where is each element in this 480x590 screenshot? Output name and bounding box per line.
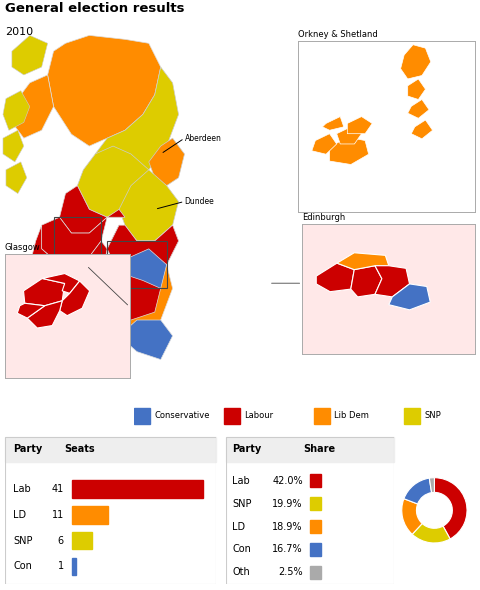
Polygon shape <box>323 117 344 130</box>
Bar <box>5 437 216 461</box>
Polygon shape <box>95 67 179 186</box>
Text: 2010: 2010 <box>5 27 33 37</box>
Polygon shape <box>12 75 54 138</box>
Polygon shape <box>408 100 429 118</box>
Bar <box>310 543 321 556</box>
Polygon shape <box>77 320 119 359</box>
Polygon shape <box>330 137 369 165</box>
Text: Lib Dem: Lib Dem <box>334 411 369 421</box>
Polygon shape <box>48 35 161 146</box>
Wedge shape <box>412 523 450 543</box>
Text: Lab: Lab <box>13 484 31 494</box>
Bar <box>107 241 167 289</box>
Polygon shape <box>401 45 431 79</box>
Polygon shape <box>84 265 173 336</box>
Polygon shape <box>312 134 336 154</box>
Text: LD: LD <box>232 522 245 532</box>
Polygon shape <box>30 225 107 312</box>
Polygon shape <box>119 249 167 296</box>
Polygon shape <box>337 253 389 270</box>
Polygon shape <box>42 217 107 265</box>
Text: Dundee: Dundee <box>184 197 214 206</box>
Polygon shape <box>3 91 30 130</box>
Wedge shape <box>434 478 467 539</box>
Text: 18.9%: 18.9% <box>272 522 303 532</box>
Text: Edinburgh: Edinburgh <box>302 213 346 222</box>
Bar <box>310 566 321 579</box>
Polygon shape <box>389 284 430 310</box>
Polygon shape <box>375 266 409 297</box>
Polygon shape <box>316 263 354 291</box>
Bar <box>314 408 330 424</box>
Polygon shape <box>107 273 161 320</box>
Text: General election results: General election results <box>5 2 184 15</box>
Text: LD: LD <box>13 510 26 520</box>
Bar <box>72 532 92 549</box>
Bar <box>310 497 321 510</box>
Text: Seats: Seats <box>64 444 95 454</box>
Text: 16.7%: 16.7% <box>272 545 303 555</box>
Bar <box>72 558 75 575</box>
Text: Lab: Lab <box>232 476 250 486</box>
Polygon shape <box>77 146 149 217</box>
Text: Party: Party <box>13 444 43 454</box>
Bar <box>310 474 321 487</box>
Text: SNP: SNP <box>424 411 441 421</box>
Wedge shape <box>402 499 422 535</box>
Bar <box>310 520 321 533</box>
Bar <box>404 408 420 424</box>
Polygon shape <box>6 162 27 194</box>
Polygon shape <box>17 303 45 318</box>
Polygon shape <box>3 130 24 162</box>
Text: Oth: Oth <box>232 568 250 577</box>
Polygon shape <box>60 186 125 233</box>
Polygon shape <box>411 120 432 139</box>
Text: Conservative: Conservative <box>155 411 210 421</box>
Bar <box>54 217 101 265</box>
Text: Orkney & Shetland: Orkney & Shetland <box>298 30 377 39</box>
Polygon shape <box>351 266 382 297</box>
Text: Labour: Labour <box>244 411 274 421</box>
Polygon shape <box>149 138 184 186</box>
Polygon shape <box>408 79 425 100</box>
Polygon shape <box>18 265 84 336</box>
Text: 11: 11 <box>52 510 64 520</box>
Text: 2.5%: 2.5% <box>278 568 303 577</box>
Text: Aberdeen: Aberdeen <box>184 134 221 143</box>
Polygon shape <box>107 225 179 280</box>
Polygon shape <box>12 35 48 75</box>
Bar <box>72 506 108 524</box>
Polygon shape <box>24 278 65 306</box>
Text: Share: Share <box>303 444 335 454</box>
Bar <box>134 408 150 424</box>
Polygon shape <box>27 301 62 328</box>
Bar <box>224 408 240 424</box>
Text: 41: 41 <box>52 484 64 494</box>
Polygon shape <box>60 281 90 316</box>
Polygon shape <box>119 170 179 241</box>
Text: Con: Con <box>232 545 251 555</box>
Polygon shape <box>42 274 80 293</box>
Text: SNP: SNP <box>13 536 33 546</box>
Text: 6: 6 <box>58 536 64 546</box>
Bar <box>226 437 394 461</box>
Polygon shape <box>336 127 361 144</box>
Bar <box>72 480 204 498</box>
Text: SNP: SNP <box>232 499 252 509</box>
Polygon shape <box>119 320 173 359</box>
Text: Con: Con <box>13 562 32 571</box>
Text: Glasgow: Glasgow <box>5 242 40 251</box>
Text: 42.0%: 42.0% <box>272 476 303 486</box>
Text: 19.9%: 19.9% <box>272 499 303 509</box>
Text: 1: 1 <box>58 562 64 571</box>
Text: Party: Party <box>232 444 262 454</box>
Polygon shape <box>348 117 372 134</box>
Wedge shape <box>429 478 434 493</box>
Polygon shape <box>107 225 179 280</box>
Wedge shape <box>404 478 432 504</box>
